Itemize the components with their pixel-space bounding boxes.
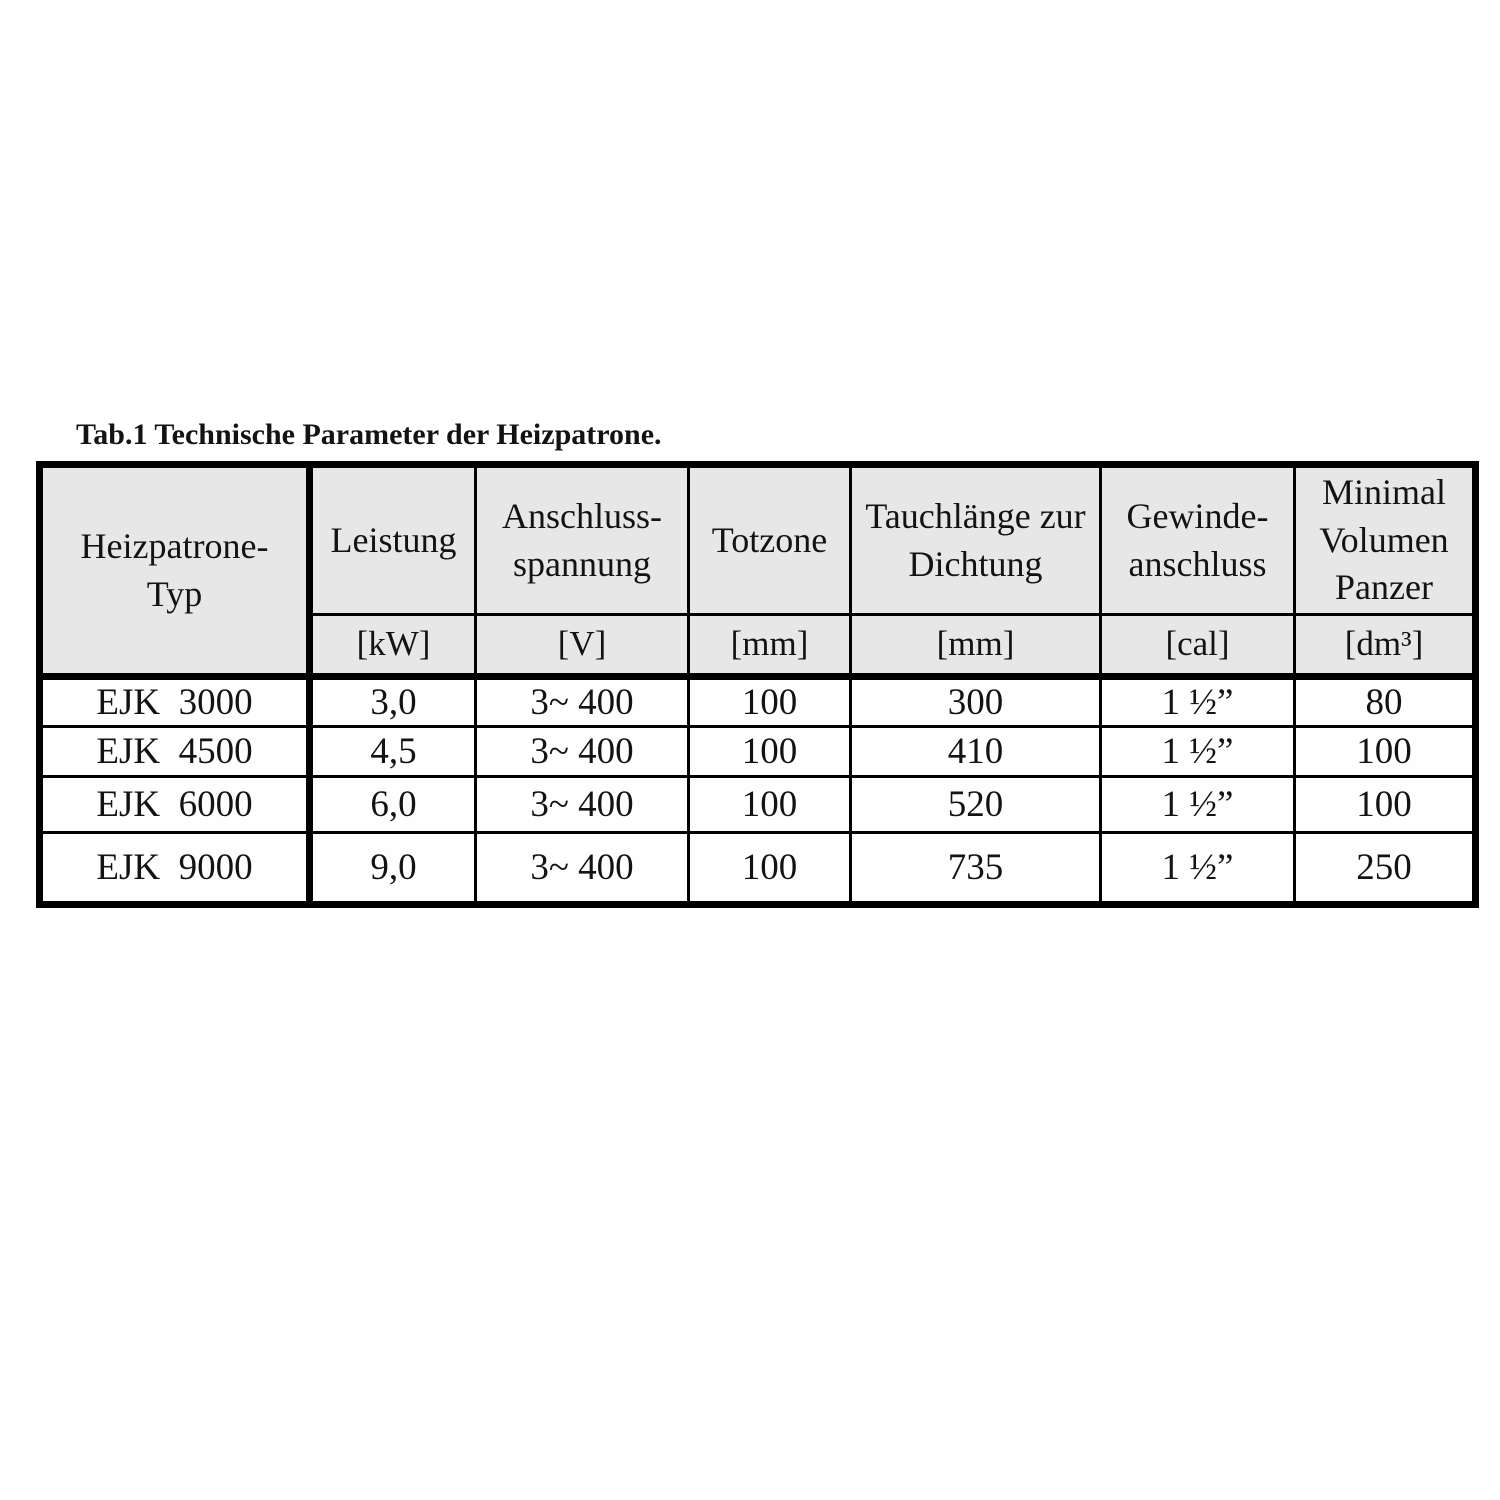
- cell-typ: EJK 3000: [38, 675, 313, 728]
- header-row-units: [kW] [V] [mm] [mm] [cal] [dm³]: [40, 613, 1477, 680]
- parameters-table: Heizpatrone- Typ Leistung Anschluss- spa…: [36, 461, 1479, 908]
- cell-spannung: 3~ 400: [474, 775, 690, 834]
- cell-tauchlaenge: 410: [849, 725, 1102, 778]
- cell-gewinde: 1 ½”: [1099, 725, 1296, 778]
- cell-gewinde: 1 ½”: [1099, 775, 1296, 834]
- cell-leistung: 9,0: [308, 831, 477, 906]
- cell-tauchlaenge: 300: [849, 675, 1102, 728]
- cell-gewinde: 1 ½”: [1099, 831, 1296, 906]
- table-row-ejk-4500: EJK 4500 4,5 3~ 400 100 410 1 ½” 100: [38, 725, 1477, 778]
- cell-spannung: 3~ 400: [474, 725, 690, 778]
- header-totzone: Totzone: [687, 463, 852, 616]
- header-minimal-volumen: Minimal Volumen Panzer: [1293, 463, 1477, 616]
- header-heizpatrone-typ: Heizpatrone- Typ: [38, 463, 313, 680]
- table-row-ejk-6000: EJK 6000 6,0 3~ 400 100 520 1 ½” 100: [38, 775, 1477, 834]
- table-row-ejk-3000: EJK 3000 3,0 3~ 400 100 300 1 ½” 80: [38, 675, 1477, 728]
- cell-totzone: 100: [687, 725, 852, 778]
- cell-gewinde: 1 ½”: [1099, 675, 1296, 728]
- header-leistung: Leistung: [308, 463, 477, 616]
- cell-volumen: 100: [1293, 775, 1477, 834]
- cell-volumen: 250: [1293, 831, 1477, 906]
- unit-v: [V]: [474, 613, 690, 680]
- cell-volumen: 80: [1293, 675, 1477, 728]
- cell-typ: EJK 6000: [38, 775, 313, 834]
- cell-leistung: 3,0: [308, 675, 477, 728]
- unit-cal: [cal]: [1099, 613, 1296, 680]
- cell-totzone: 100: [687, 675, 852, 728]
- cell-volumen: 100: [1293, 725, 1477, 778]
- header-row-labels: Heizpatrone- Typ Leistung Anschluss- spa…: [38, 463, 1477, 680]
- unit-kw: [kW]: [308, 613, 477, 680]
- unit-mm-totzone: [mm]: [687, 613, 852, 680]
- cell-leistung: 6,0: [308, 775, 477, 834]
- unit-mm-tauchlaenge: [mm]: [849, 613, 1102, 680]
- cell-tauchlaenge: 520: [849, 775, 1102, 834]
- unit-dm3: [dm³]: [1293, 613, 1477, 680]
- cell-totzone: 100: [687, 775, 852, 834]
- table-row-ejk-9000: EJK 9000 9,0 3~ 400 100 735 1 ½” 250: [38, 831, 1477, 906]
- cell-tauchlaenge: 735: [849, 831, 1102, 906]
- header-tauchlaenge: Tauchlänge zur Dichtung: [849, 463, 1102, 616]
- cell-totzone: 100: [687, 831, 852, 906]
- cell-typ: EJK 9000: [38, 831, 313, 906]
- cell-leistung: 4,5: [308, 725, 477, 778]
- cell-spannung: 3~ 400: [474, 831, 690, 906]
- header-anschlussspannung: Anschluss- spannung: [474, 463, 690, 616]
- cell-typ: EJK 4500: [38, 725, 313, 778]
- header-gewindeanschluss: Gewinde- anschluss: [1099, 463, 1296, 616]
- cell-spannung: 3~ 400: [474, 675, 690, 728]
- table-caption: Tab.1 Technische Parameter der Heizpatro…: [76, 418, 662, 451]
